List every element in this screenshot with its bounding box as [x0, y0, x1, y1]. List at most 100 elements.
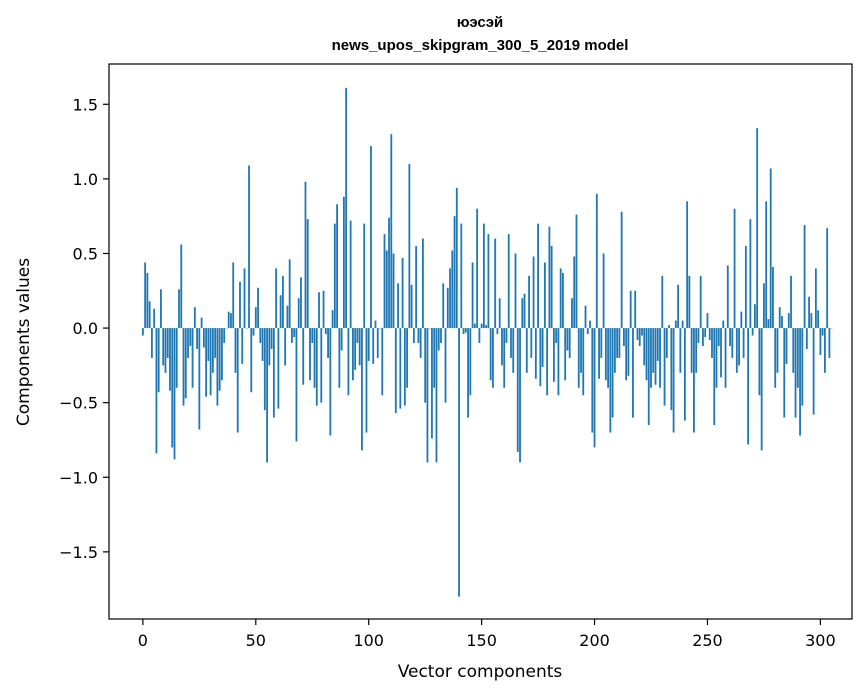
bar [582, 328, 585, 396]
bar [302, 328, 305, 385]
bar [426, 328, 429, 463]
bar [259, 328, 262, 343]
bar [419, 328, 422, 358]
bar [681, 320, 684, 329]
bar [693, 328, 695, 433]
bar [751, 328, 754, 336]
bar [196, 328, 198, 349]
bar [715, 328, 718, 388]
bar [607, 328, 609, 388]
bar [243, 268, 246, 329]
bar [286, 305, 289, 329]
bar [329, 328, 332, 436]
bar [252, 328, 255, 336]
y-tick-label: 1.0 [73, 170, 98, 189]
bar [541, 328, 544, 367]
bar [753, 304, 756, 329]
bar [440, 328, 442, 343]
bar [627, 328, 630, 376]
bar [783, 328, 786, 418]
bar [810, 313, 813, 329]
bar [166, 328, 169, 358]
x-axis-ticks: 0 50 100 150 200 250 300 [138, 619, 836, 650]
plot-frame [108, 63, 853, 620]
bar [722, 320, 725, 329]
bar [702, 328, 704, 346]
bar [300, 277, 302, 329]
bar [562, 272, 564, 329]
bar [408, 163, 411, 329]
bar [532, 256, 535, 329]
bar [184, 328, 187, 399]
bar [270, 328, 273, 349]
bar [415, 246, 418, 329]
bar [449, 268, 451, 329]
bar [496, 328, 499, 335]
bar [697, 328, 700, 343]
bar [234, 328, 237, 373]
bar [193, 307, 196, 329]
bar [372, 328, 375, 364]
bar [756, 128, 759, 329]
bar [478, 328, 481, 343]
bar [566, 328, 569, 351]
bar [182, 328, 185, 406]
x-tick-label: 50 [246, 631, 266, 650]
bar [157, 328, 160, 393]
bar [711, 328, 713, 358]
bar [462, 328, 465, 335]
bar [169, 328, 171, 391]
x-tick-label: 250 [692, 631, 723, 650]
bar [338, 328, 341, 388]
bar [331, 310, 334, 329]
y-tick-label: 1.5 [73, 95, 98, 114]
bar [361, 328, 363, 451]
bar [564, 328, 567, 381]
bar [512, 328, 515, 373]
bar [327, 328, 329, 358]
bar [318, 292, 320, 329]
bar [175, 328, 178, 388]
bar [209, 328, 212, 396]
bar [151, 328, 153, 358]
bar [352, 328, 354, 381]
bar [620, 211, 623, 329]
bar [530, 328, 533, 358]
bar [173, 328, 176, 460]
bar [473, 323, 476, 329]
bar [358, 328, 361, 366]
bar [670, 328, 673, 411]
bar [591, 328, 594, 433]
bar [817, 310, 820, 329]
bar [451, 250, 454, 329]
bar [200, 317, 203, 329]
bar [636, 328, 639, 341]
bar [611, 328, 614, 418]
bar [586, 328, 589, 335]
bar [455, 187, 458, 329]
bar [516, 328, 519, 452]
bar [211, 328, 214, 373]
bar [309, 328, 311, 381]
bar [498, 298, 501, 329]
bar [604, 328, 607, 381]
bar [598, 328, 600, 379]
y-tick-label: −1.5 [59, 543, 98, 562]
bar [291, 328, 293, 343]
x-tick-label: 300 [805, 631, 836, 650]
bar [433, 328, 436, 388]
bar [160, 289, 162, 329]
bar [162, 328, 165, 366]
bar [345, 87, 348, 329]
chart-title-line-1: юэсэй [457, 14, 504, 31]
bar [686, 201, 689, 329]
bar [774, 328, 777, 388]
bar [248, 165, 250, 329]
bar-series [141, 87, 833, 597]
bar [645, 328, 648, 381]
bar [469, 328, 472, 396]
bar [785, 328, 788, 364]
bar [613, 328, 616, 373]
bar [668, 325, 670, 329]
bar [729, 328, 731, 346]
